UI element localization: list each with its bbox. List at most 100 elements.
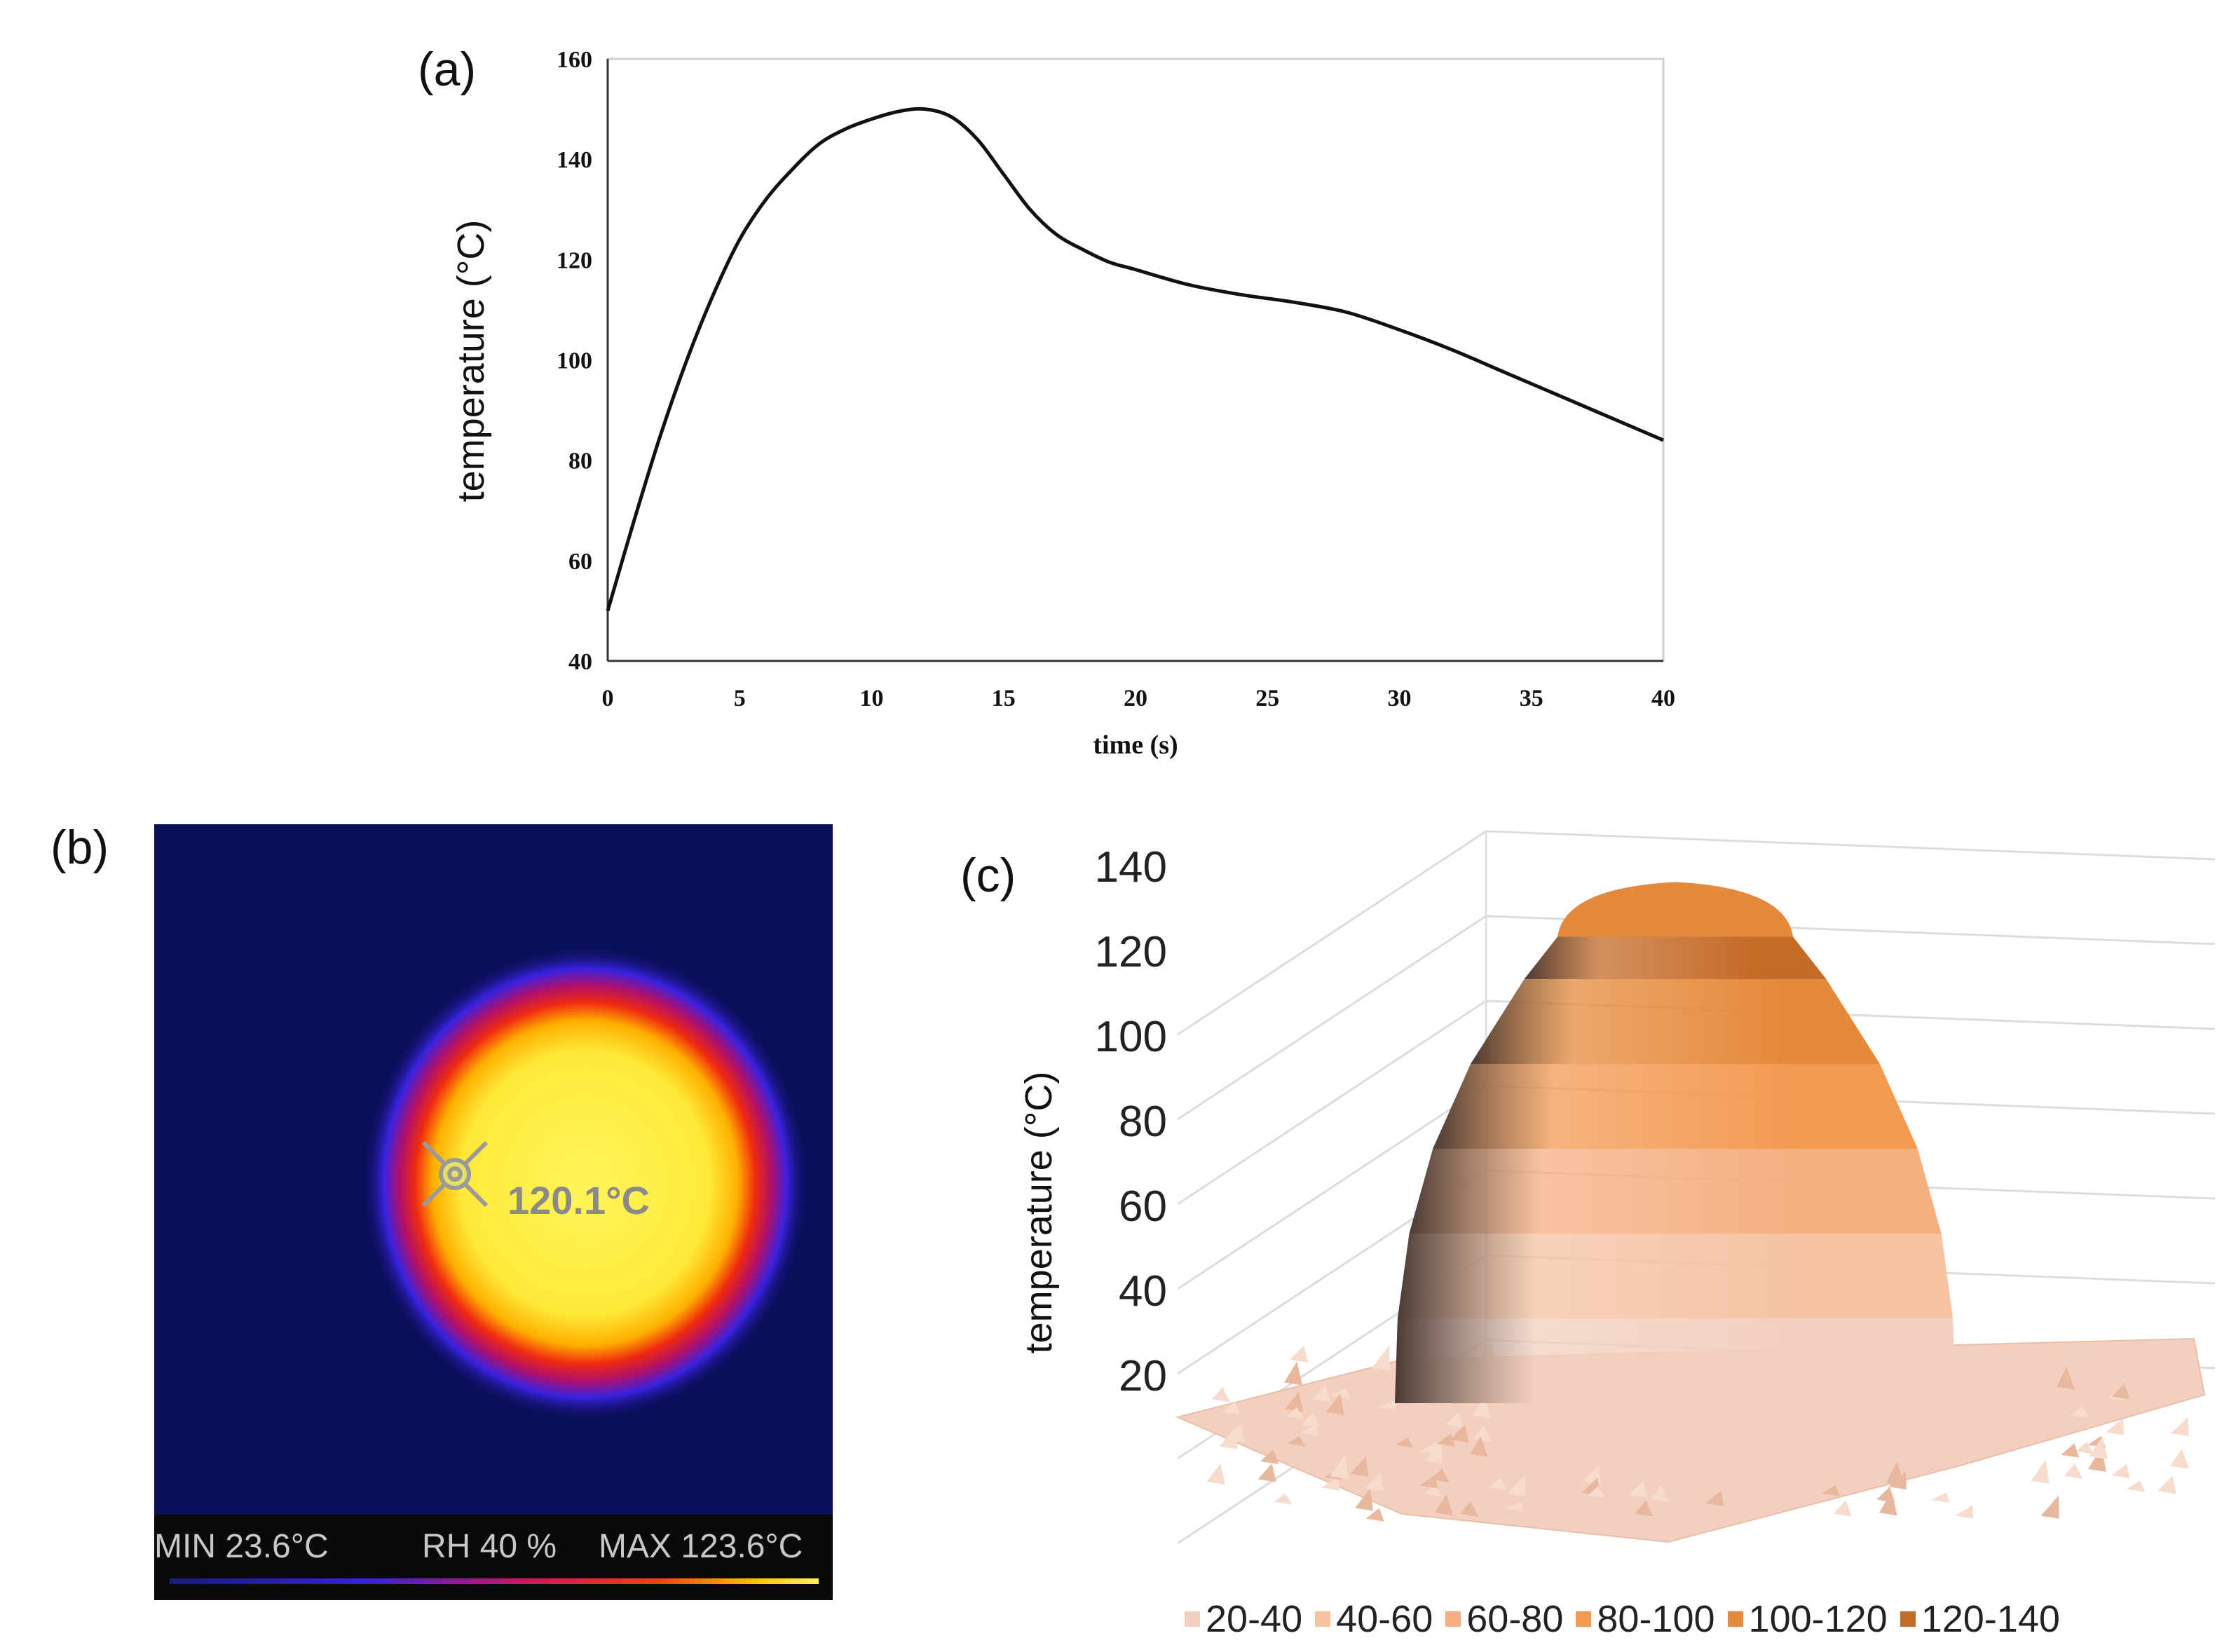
floor-facet bbox=[1311, 1384, 1330, 1402]
floor-facet bbox=[1436, 1433, 1455, 1447]
floor-facet bbox=[1444, 1412, 1463, 1428]
x-tick-label: 5 bbox=[734, 685, 746, 711]
floor-facet bbox=[1285, 1391, 1304, 1412]
floor-facet bbox=[1395, 1437, 1414, 1448]
x-tick-label: 10 bbox=[860, 685, 884, 711]
floor-facet bbox=[1350, 1456, 1369, 1477]
x-tick-label: 20 bbox=[1124, 685, 1147, 711]
temperature-series-line bbox=[606, 107, 1664, 612]
floor-facet bbox=[2061, 1443, 2080, 1458]
floor-facet bbox=[1634, 1500, 1653, 1517]
floor-facet bbox=[1290, 1345, 1309, 1363]
floor-facet bbox=[1507, 1474, 1526, 1496]
floor-facet bbox=[1879, 1491, 1897, 1516]
legend-label: 20-40 bbox=[1206, 1598, 1303, 1640]
floor-facet bbox=[1460, 1501, 1479, 1517]
floor-facet bbox=[1650, 1484, 1669, 1503]
legend-label: 100-120 bbox=[1748, 1598, 1888, 1640]
floor-facet bbox=[1330, 1454, 1349, 1480]
floor-facet bbox=[1473, 1426, 1492, 1442]
floor-facet bbox=[2157, 1475, 2176, 1494]
floor-facet bbox=[1504, 1501, 1523, 1512]
legend-swatch bbox=[1445, 1611, 1461, 1627]
legend-swatch bbox=[1185, 1611, 1200, 1627]
status-bar bbox=[154, 1515, 833, 1600]
legend-item: 40-60 bbox=[1315, 1597, 1433, 1641]
x-tick-label: 0 bbox=[602, 685, 614, 711]
floor-facet bbox=[2070, 1404, 2089, 1419]
x-tick-label: 35 bbox=[1520, 685, 1543, 711]
legend-item: 100-120 bbox=[1727, 1597, 1888, 1641]
floor-facet bbox=[2057, 1366, 2075, 1390]
temperature-time-chart: 40 60 80 100 120 140 160 0 5 10 15 20 25 30 35 40 time… bbox=[450, 47, 1675, 760]
floor-facet bbox=[2075, 1442, 2094, 1454]
floor-facet bbox=[1371, 1346, 1390, 1371]
floor-facet bbox=[1219, 1426, 1238, 1449]
temperature-surface-chart: 20 40 60 80 100 120 140 temperature (°C) bbox=[1018, 830, 2216, 1545]
floor-facet bbox=[1931, 1492, 1950, 1503]
y-tick-label: 140 bbox=[557, 147, 592, 173]
y-tick-label: 100 bbox=[557, 348, 592, 374]
panel-label-b: (b) bbox=[50, 821, 109, 874]
floor-facet bbox=[1206, 1463, 1225, 1484]
floor-facet bbox=[1222, 1401, 1241, 1415]
floor-facet bbox=[1469, 1436, 1488, 1457]
y-tick-label: 160 bbox=[557, 47, 592, 73]
legend-item: 60-80 bbox=[1445, 1597, 1563, 1641]
floor-facet bbox=[1227, 1424, 1246, 1443]
surface-band-80-100 bbox=[1433, 1064, 1918, 1149]
floor-facet bbox=[1377, 1400, 1396, 1410]
z-tick-label: 60 bbox=[1119, 1182, 1167, 1231]
z-tick-label: 20 bbox=[1119, 1352, 1167, 1400]
y-axis-label-c: temperature (°C) bbox=[1018, 1072, 1060, 1354]
x-tick-label: 25 bbox=[1255, 685, 1279, 711]
panel-label-a: (a) bbox=[418, 43, 477, 96]
floor-facet bbox=[2170, 1417, 2189, 1436]
floor-facet bbox=[2064, 1463, 2083, 1480]
y-tick-label: 120 bbox=[557, 247, 592, 273]
legend-c: 20-40 40-60 60-80 80-100 100-120 120-140 bbox=[1185, 1591, 2060, 1647]
floor-facet bbox=[1489, 1477, 1508, 1490]
surface-band-100-120 bbox=[1471, 979, 1880, 1064]
floor-facet bbox=[1629, 1481, 1648, 1498]
floor-facet bbox=[1450, 1424, 1469, 1443]
floor-facet bbox=[1424, 1486, 1443, 1497]
y-tick-label: 60 bbox=[568, 549, 592, 575]
floor-facet bbox=[1833, 1500, 1852, 1517]
legend-item: 120-140 bbox=[1900, 1597, 2060, 1641]
surface-band-20-40 bbox=[1395, 1318, 1956, 1403]
z-tick-label: 120 bbox=[1095, 928, 1167, 976]
floor-facet bbox=[1325, 1393, 1344, 1415]
legend-label: 80-100 bbox=[1597, 1598, 1715, 1640]
floor-facet bbox=[1257, 1463, 1276, 1482]
legend-label: 60-80 bbox=[1466, 1598, 1564, 1640]
floor-facet bbox=[1300, 1424, 1318, 1436]
surface-band-120-140 bbox=[1524, 936, 1827, 979]
humidity-label: RH 40 % bbox=[422, 1528, 557, 1565]
floor-facet bbox=[1283, 1361, 1302, 1386]
surface-peak bbox=[1557, 882, 1793, 937]
floor-facet bbox=[1472, 1397, 1491, 1419]
hotspot-region bbox=[361, 945, 810, 1421]
floor-facet bbox=[1365, 1472, 1384, 1491]
floor-facet bbox=[1705, 1491, 1724, 1506]
crosshair-icon bbox=[421, 1140, 489, 1208]
legend-swatch bbox=[1900, 1611, 1916, 1627]
floor-facet bbox=[1274, 1494, 1293, 1505]
x-tick-label: 15 bbox=[992, 685, 1016, 711]
floor-facet bbox=[1822, 1485, 1841, 1496]
min-temperature-label: MIN 23.6°C bbox=[154, 1528, 329, 1565]
max-temperature-label: MAX 123.6°C bbox=[599, 1528, 803, 1565]
floor-facet bbox=[1886, 1461, 1905, 1487]
floor-facet bbox=[1301, 1412, 1320, 1428]
legend-label: 40-60 bbox=[1336, 1598, 1433, 1640]
x-tick-label: 40 bbox=[1651, 685, 1675, 711]
x-axis-label: time (s) bbox=[1093, 730, 1178, 760]
floor-facet bbox=[2170, 1448, 2189, 1469]
surface-band-40-60 bbox=[1397, 1234, 1954, 1318]
floor-facet bbox=[2089, 1436, 2108, 1459]
floor-facet bbox=[1260, 1449, 1279, 1465]
floor-facet bbox=[1321, 1476, 1340, 1491]
z-tick-label: 40 bbox=[1119, 1267, 1167, 1316]
surface-band-60-80 bbox=[1409, 1149, 1942, 1234]
